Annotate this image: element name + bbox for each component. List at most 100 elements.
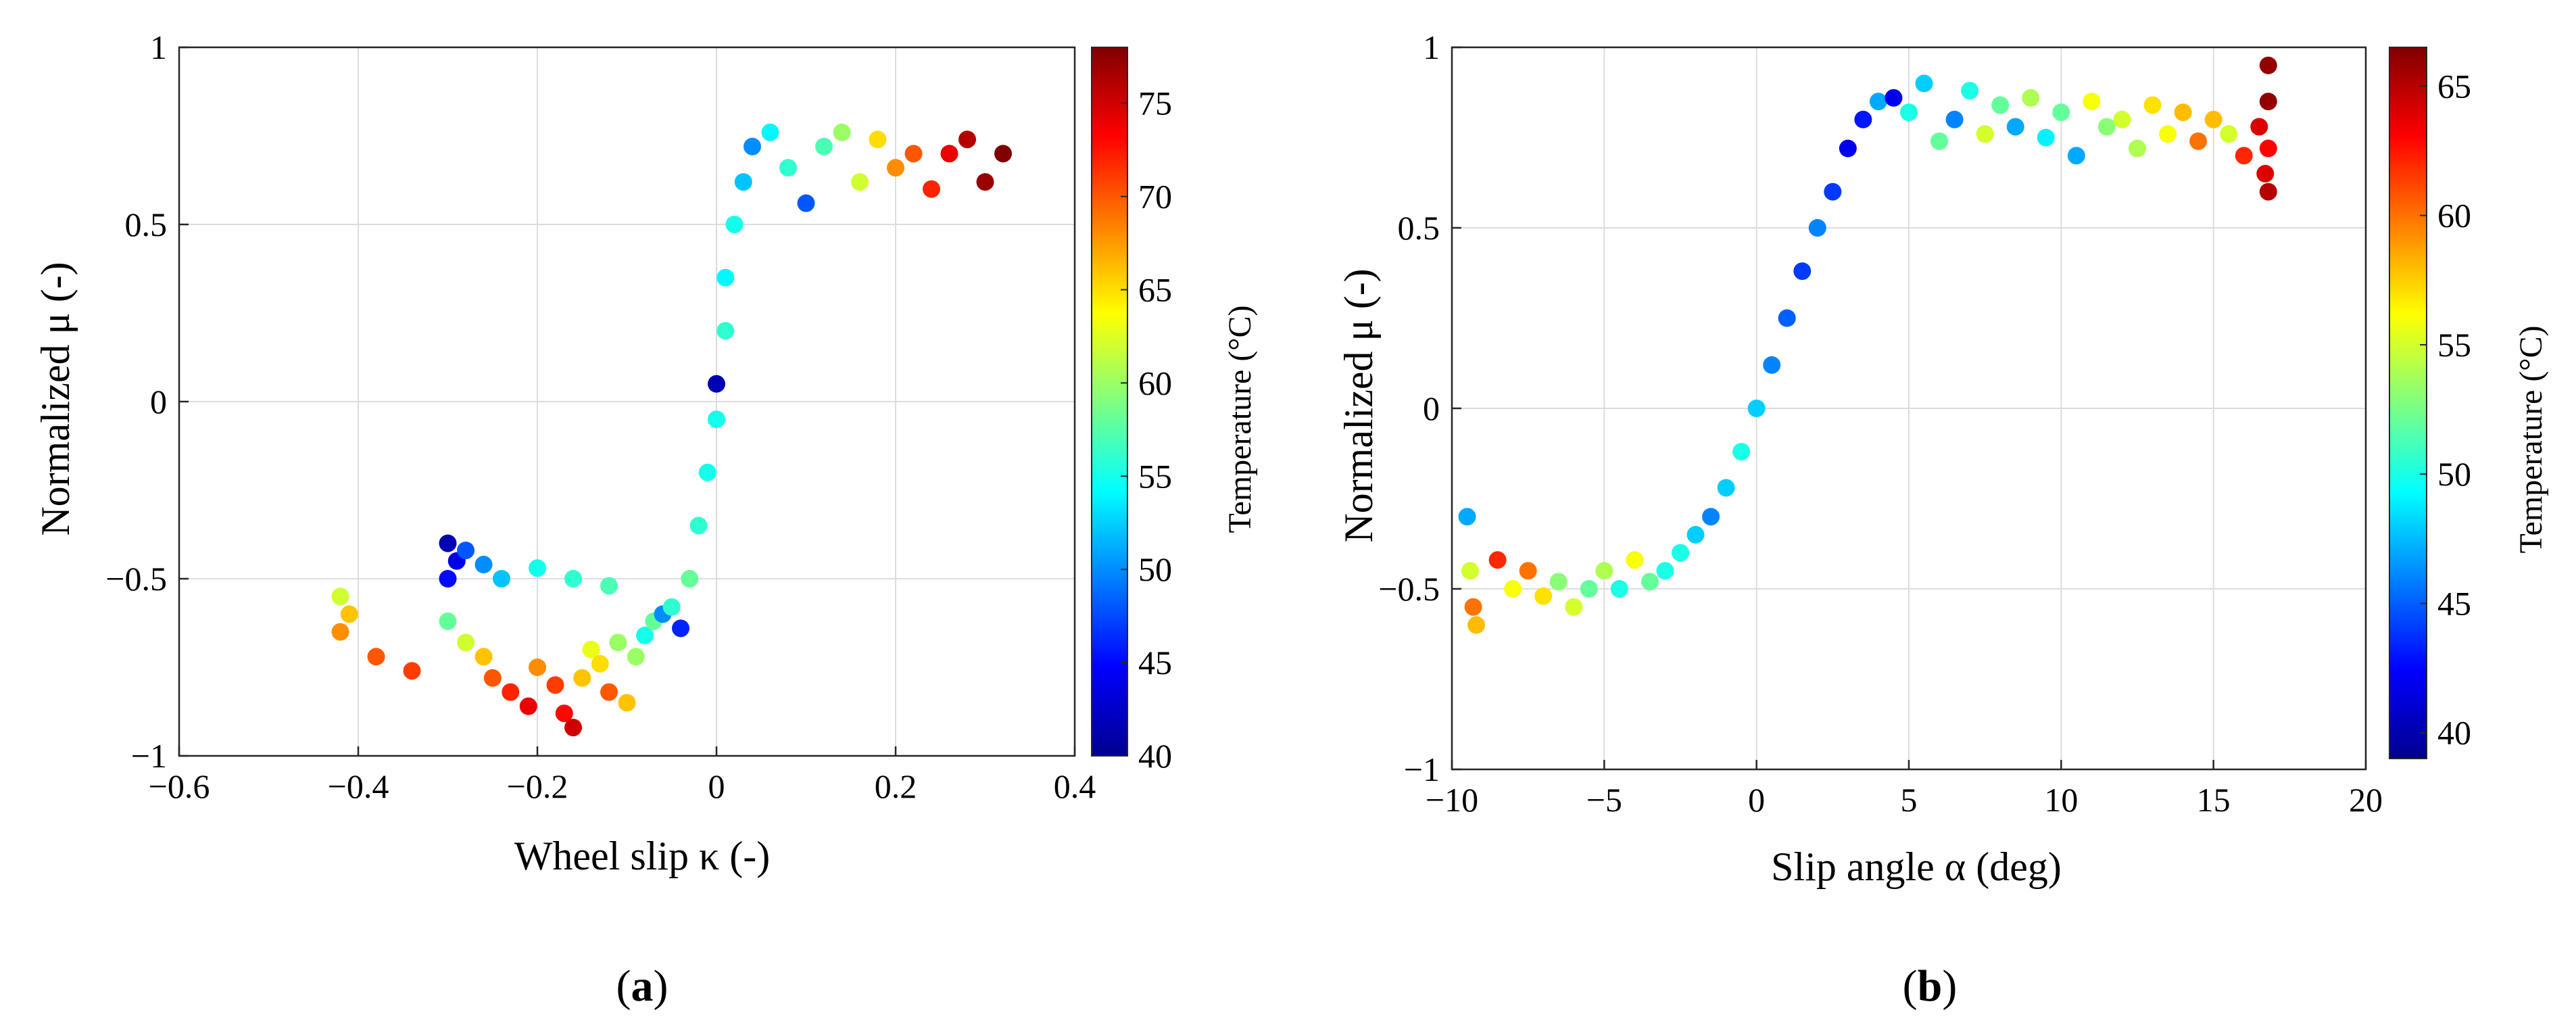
data-point [716,268,735,287]
x-ticks-a: −0.6 −0.4 −0.2 0 0.2 0.4 [149,746,1096,805]
data-point [2129,139,2146,158]
x-tick-label: 20 [2349,781,2383,819]
data-point [555,704,573,723]
data-point [591,654,609,673]
data-point [1976,125,1994,143]
data-point [994,145,1012,163]
colorbar-ticks-b: 40 45 50 55 60 65 [2420,67,2471,752]
data-point [564,719,582,737]
data-point [1464,598,1482,616]
data-point [1732,443,1751,461]
data-point [340,605,358,623]
data-point [2143,96,2162,114]
colorbar-tick-label: 60 [1138,364,1172,402]
data-point [1839,139,1857,158]
data-point [940,145,958,163]
y-ticks-b: −1 −0.5 0 0.5 1 [1378,28,1461,788]
panel-label-b: (b) [1903,961,1958,1011]
data-point [457,633,475,652]
data-point [2256,164,2275,183]
data-point [833,123,851,141]
data-point [1595,562,1613,580]
x-tick-label: −0.6 [149,767,210,805]
data-point [600,577,618,595]
data-point [439,534,457,552]
points-b [1458,56,2277,634]
data-point [2259,93,2277,111]
data-point [2250,118,2268,136]
colorbar-tick-label: 65 [1138,271,1172,309]
data-point [1824,183,1842,201]
data-point [958,130,976,149]
panel-label-a: (a) [616,961,669,1011]
data-point [529,659,546,676]
data-point [1610,580,1628,598]
data-point [1534,587,1553,605]
data-point [582,640,600,659]
data-point [1702,508,1720,526]
colorbar-label-a: Temperature (°C) [1222,305,1258,533]
data-point [869,130,887,149]
y-tick-label: 0.5 [1398,209,1440,247]
y-tick-label: 0 [1423,389,1440,427]
colorbar-tick-label: 70 [1138,178,1172,216]
data-point [439,612,457,630]
data-point [1656,562,1674,580]
data-point [2097,118,2116,136]
y-tick-label: 1 [150,28,167,66]
data-point [331,588,349,606]
data-point [1686,525,1705,544]
data-point [475,648,493,666]
data-point [403,662,421,680]
data-point [1488,551,1507,569]
data-point [1900,103,1918,122]
data-point [2006,118,2024,136]
data-point [1778,309,1796,327]
data-point [483,669,502,687]
grid-a [178,47,1075,757]
data-point [708,375,725,393]
y-tick-label: −0.5 [105,560,167,598]
data-point [672,619,689,638]
data-point [2189,132,2208,150]
data-point [331,623,349,641]
data-point [1641,573,1659,591]
data-point [2083,93,2101,111]
grid-b [1451,47,2366,770]
data-point [851,173,869,191]
data-point [1626,551,1644,569]
colorbar-tick-label: 45 [2437,584,2471,622]
data-point [1467,616,1486,634]
data-point [923,180,940,198]
x-tick-label: −10 [1426,781,1478,819]
colorbar-tick-label: 40 [2437,714,2471,752]
data-point [457,542,475,560]
data-point [1672,544,1689,562]
data-point [815,137,833,155]
data-point [502,683,520,701]
data-point [2037,128,2055,147]
data-point [1763,356,1781,374]
data-point [2259,56,2277,74]
data-point [716,322,735,340]
x-tick-label: 15 [2197,781,2231,819]
x-tick-label: −5 [1586,781,1622,819]
data-point [1854,110,1872,128]
data-point [564,570,582,588]
data-point [1717,479,1735,497]
colorbar-tick-label: 55 [1138,457,1172,495]
y-tick-label: 0.5 [125,206,168,243]
data-point [904,145,923,163]
data-point [367,648,385,666]
y-tick-label: −1 [131,737,167,775]
data-point [609,633,627,652]
data-point [475,556,493,574]
colorbar-tick-label: 50 [2437,455,2471,493]
data-point [1885,89,1903,107]
data-point [2259,139,2277,158]
data-point [519,697,537,715]
data-point [1549,573,1568,591]
data-point [1504,580,1522,598]
data-point [1869,93,1887,111]
